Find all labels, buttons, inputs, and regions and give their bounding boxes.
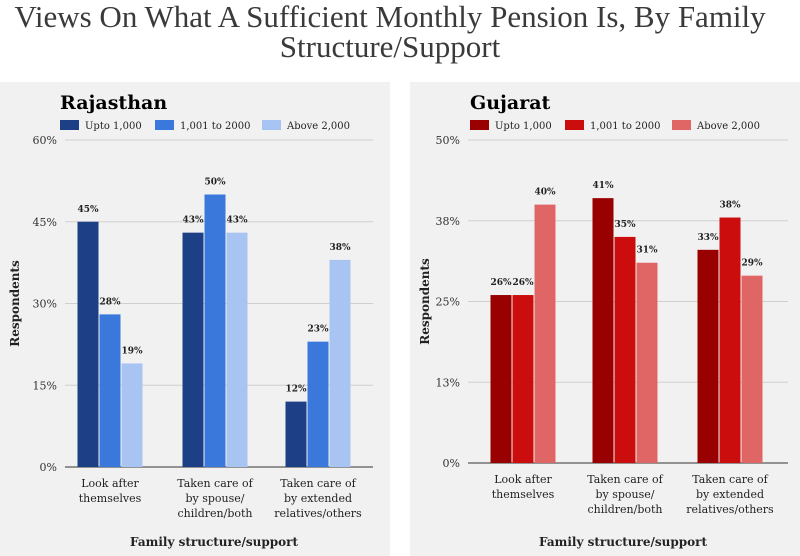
bar-value-label: 28%: [99, 297, 121, 307]
y-axis-title: Respondents: [418, 258, 432, 345]
x-category-label: Look after: [494, 473, 552, 486]
bar-1-001-to-2000-2: [614, 236, 636, 463]
legend-swatch-above-2-000: [672, 120, 691, 130]
x-axis-title: Family structure/support: [130, 535, 298, 549]
legend-swatch-1-001-to-2000: [155, 120, 174, 130]
x-category-label: Taken care of: [587, 473, 663, 486]
chart-title: Gujarat: [470, 92, 551, 114]
chart-title: Rajasthan: [60, 92, 167, 114]
x-category-label: by spouse/: [185, 492, 244, 505]
bar-above-2-000-2: [226, 232, 248, 467]
bar-value-label: 26%: [512, 278, 534, 288]
bar-1-001-to-2000-2: [204, 194, 226, 467]
x-category-label: Taken care of: [280, 477, 356, 490]
bar-above-2-000-1: [121, 363, 143, 467]
bar-value-label: 35%: [614, 220, 636, 230]
x-category-label: relatives/others: [686, 503, 774, 516]
bar-value-label: 33%: [697, 233, 719, 243]
bar-1-001-to-2000-1: [99, 314, 121, 467]
x-category-label: children/both: [587, 503, 662, 516]
legend-swatch-above-2-000: [262, 120, 281, 130]
y-tick-label: 0%: [40, 461, 57, 474]
bar-value-label: 19%: [121, 346, 143, 356]
legend-label-upto-1-000: Upto 1,000: [85, 121, 142, 132]
bar-value-label: 40%: [534, 188, 556, 198]
bar-value-label: 38%: [719, 201, 741, 211]
bar-value-label: 12%: [285, 385, 307, 395]
bar-1-001-to-2000-1: [512, 295, 534, 463]
y-tick-label: 13%: [436, 376, 460, 389]
x-category-label: children/both: [177, 507, 252, 520]
bar-upto-1-000-1: [490, 295, 512, 463]
legend-label-1-001-to-2000: 1,001 to 2000: [180, 121, 250, 132]
y-tick-label: 60%: [33, 134, 57, 147]
chart-gujarat: Gujarat Upto 1,000 1,001 to 2000 Above 2,00…: [418, 92, 788, 549]
y-axis-title: Respondents: [8, 260, 22, 347]
legend-swatch-upto-1-000: [470, 120, 489, 130]
page-title: Views On What A Sufficient Monthly Pensi…: [0, 0, 780, 64]
bar-above-2-000-3: [329, 259, 351, 467]
bar-1-001-to-2000-3: [719, 217, 741, 463]
chart-panel-rajasthan: Rajasthan Upto 1,000 1,001 to 2000 Above 2,…: [0, 82, 390, 556]
bar-above-2-000-2: [636, 262, 658, 463]
bar-upto-1-000-3: [285, 401, 307, 467]
y-tick-label: 50%: [436, 134, 460, 147]
x-category-label: Look after: [81, 477, 139, 490]
legend-label-above-2-000: Above 2,000: [286, 121, 350, 132]
bar-above-2-000-3: [741, 275, 763, 463]
bar-value-label: 50%: [204, 178, 226, 188]
bar-value-label: 29%: [741, 259, 763, 269]
bar-value-label: 26%: [490, 278, 512, 288]
x-category-label: by extended: [696, 488, 764, 501]
chart-panel-gujarat: Gujarat Upto 1,000 1,001 to 2000 Above 2,00…: [410, 82, 800, 556]
legend-swatch-upto-1-000: [60, 120, 79, 130]
bar-value-label: 38%: [329, 243, 351, 253]
y-tick-label: 45%: [33, 216, 57, 229]
page-title-line-1: Views On What A Sufficient Monthly Pensi…: [14, 0, 766, 34]
legend-label-above-2-000: Above 2,000: [696, 121, 760, 132]
bar-1-001-to-2000-3: [307, 341, 329, 467]
y-tick-label: 15%: [33, 379, 57, 392]
legend-label-upto-1-000: Upto 1,000: [495, 121, 552, 132]
bar-upto-1-000-3: [697, 249, 719, 463]
bar-upto-1-000-1: [77, 221, 99, 467]
bar-value-label: 45%: [77, 205, 99, 215]
bar-value-label: 43%: [226, 216, 248, 226]
x-category-label: Taken care of: [177, 477, 253, 490]
x-category-label: by extended: [284, 492, 352, 505]
x-category-label: relatives/others: [274, 507, 362, 520]
page-title-line-2: Structure/Support: [279, 29, 501, 64]
bar-value-label: 43%: [182, 216, 204, 226]
chart-rajasthan: Rajasthan Upto 1,000 1,001 to 2000 Above 2,…: [8, 92, 373, 549]
bar-above-2-000-1: [534, 204, 556, 463]
y-tick-label: 25%: [436, 296, 460, 309]
bar-value-label: 23%: [307, 325, 329, 335]
y-tick-label: 30%: [33, 298, 57, 311]
bar-upto-1-000-2: [592, 198, 614, 463]
x-category-label: themselves: [79, 492, 142, 505]
x-category-label: Taken care of: [692, 473, 768, 486]
x-axis-title: Family structure/support: [539, 535, 707, 549]
legend-label-1-001-to-2000: 1,001 to 2000: [590, 121, 660, 132]
bar-value-label: 41%: [592, 181, 614, 191]
y-tick-label: 38%: [436, 215, 460, 228]
bar-value-label: 31%: [636, 246, 658, 256]
legend-swatch-1-001-to-2000: [565, 120, 584, 130]
x-category-label: themselves: [492, 488, 555, 501]
bar-upto-1-000-2: [182, 232, 204, 467]
y-tick-label: 0%: [443, 457, 460, 470]
x-category-label: by spouse/: [595, 488, 654, 501]
